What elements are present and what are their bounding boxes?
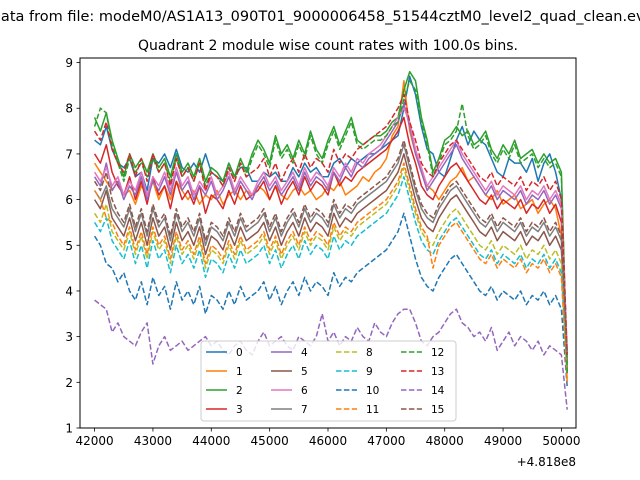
plot-lines xyxy=(93,70,568,410)
series-line-0 xyxy=(94,75,568,374)
legend-label-2: 2 xyxy=(236,385,243,397)
y-tick-label: 3 xyxy=(65,330,73,344)
legend-label-6: 6 xyxy=(301,385,308,397)
series-line-13 xyxy=(93,93,568,355)
y-axis: 1 2 3 4 5 6 7 8 9 xyxy=(65,56,80,436)
y-tick-label: 7 xyxy=(65,147,73,161)
x-tick-label: 45000 xyxy=(251,434,289,448)
legend-label-14: 14 xyxy=(431,385,445,397)
x-tick-label: 43000 xyxy=(134,434,172,448)
legend-label-5: 5 xyxy=(301,366,308,378)
legend-label-3: 3 xyxy=(236,404,243,416)
series-line-2 xyxy=(93,70,568,369)
legend-label-1: 1 xyxy=(236,366,243,378)
legend-label-9: 9 xyxy=(366,366,373,378)
x-tick-label: 46000 xyxy=(309,434,347,448)
y-tick-label: 6 xyxy=(65,193,73,207)
series-line-1 xyxy=(93,80,568,383)
legend-label-10: 10 xyxy=(366,385,379,397)
legend-box xyxy=(200,340,457,422)
legend-label-12: 12 xyxy=(431,347,444,359)
x-offset-label: +4.818e8 xyxy=(517,455,576,469)
x-tick-label: 42000 xyxy=(75,434,113,448)
series-line-15 xyxy=(93,139,568,355)
series-line-12 xyxy=(93,80,568,374)
y-tick-label: 1 xyxy=(65,422,73,436)
x-tick-label: 44000 xyxy=(192,434,230,448)
chart-title: Quadrant 2 module wise count rates with … xyxy=(138,38,518,54)
x-tick-label: 48000 xyxy=(426,434,464,448)
y-tick-label: 4 xyxy=(65,284,73,298)
series-line-14 xyxy=(94,299,568,410)
series-line-7 xyxy=(93,144,568,360)
x-axis: 42000 43000 44000 45000 46000 47000 48000 49000… xyxy=(75,428,581,448)
legend-label-7: 7 xyxy=(301,404,308,416)
series-line-4 xyxy=(93,102,568,355)
y-tick-label: 2 xyxy=(65,376,73,390)
series-line-11 xyxy=(93,162,568,383)
figure-suptitle: Data from file: modeM0/AS1A13_090T01_900… xyxy=(0,9,640,25)
y-tick-label: 9 xyxy=(65,56,73,70)
legend-label-11: 11 xyxy=(366,404,379,416)
x-tick-label: 50000 xyxy=(542,434,580,448)
y-tick-label: 8 xyxy=(65,102,73,116)
series-line-6 xyxy=(93,107,568,351)
series-line-8 xyxy=(93,166,568,369)
y-tick-label: 5 xyxy=(65,239,73,253)
x-tick-label: 47000 xyxy=(367,434,405,448)
legend-label-13: 13 xyxy=(431,366,444,378)
legend-label-8: 8 xyxy=(366,347,373,359)
legend-label-4: 4 xyxy=(301,347,308,359)
legend-label-0: 0 xyxy=(236,347,243,359)
legend-label-15: 15 xyxy=(431,404,444,416)
x-tick-label: 49000 xyxy=(484,434,522,448)
series-line-9 xyxy=(93,176,568,374)
series-line-10 xyxy=(93,212,568,387)
series-line-5 xyxy=(93,153,568,365)
